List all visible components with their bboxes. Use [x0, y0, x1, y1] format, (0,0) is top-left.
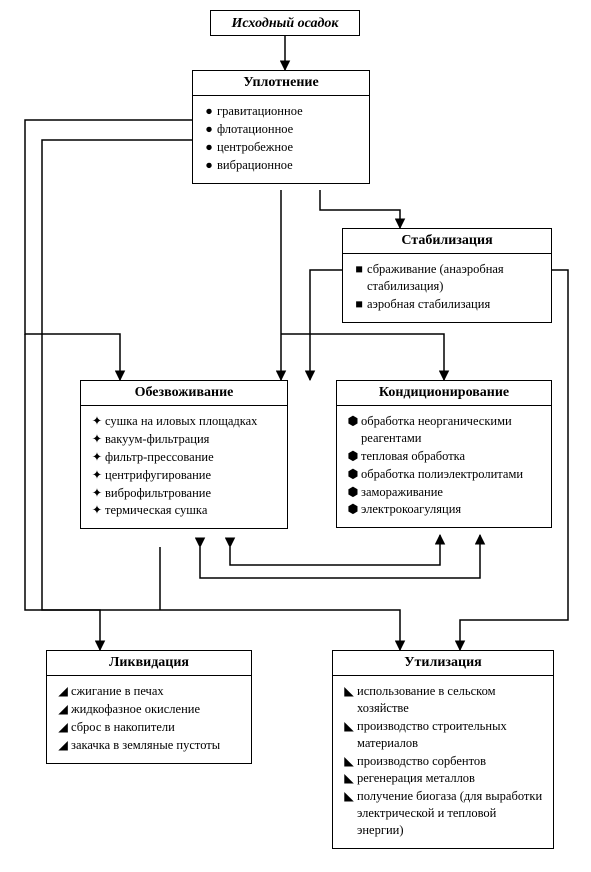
node-dewater-title: Обезвоживание — [81, 381, 287, 406]
node-dewater-item: сушка на иловых площадках — [91, 413, 277, 430]
node-liquidate-item: сброс в накопители — [57, 719, 241, 736]
node-condition-item: обработка полиэлектролитами — [347, 466, 541, 483]
node-dewater-item: центрифугирование — [91, 467, 277, 484]
node-dewater-item: термическая сушка — [91, 502, 277, 519]
node-liquidate-item: жидкофазное окисление — [57, 701, 241, 718]
node-liquidate-title: Ликвидация — [47, 651, 251, 676]
edge — [25, 120, 192, 380]
node-liquidate-items: сжигание в печахжидкофазное окислениесбр… — [47, 676, 251, 763]
edge — [230, 535, 440, 565]
node-dewater-item: виброфильтрование — [91, 485, 277, 502]
edge — [320, 190, 400, 228]
edge — [310, 270, 342, 380]
edge — [200, 535, 480, 578]
edge — [281, 334, 444, 380]
node-thicken-items: гравитационноефлотационноецентробежноеви… — [193, 96, 369, 183]
node-condition-item: обработка неорганическими реагентами — [347, 413, 541, 447]
node-stabilize: Стабилизация сбраживание (анаэробная ста… — [342, 228, 552, 323]
node-utilize-item: производство строительных материалов — [343, 718, 543, 752]
node-utilize-item: регенерация металлов — [343, 770, 543, 787]
node-utilize: Утилизация использование в сельском хозя… — [332, 650, 554, 849]
node-stabilize-item: аэробная стабилизация — [353, 296, 541, 313]
node-liquidate: Ликвидация сжигание в печахжидкофазное о… — [46, 650, 252, 764]
node-utilize-item: получение биогаза (для выработки электри… — [343, 788, 543, 839]
node-root-label: Исходный осадок — [232, 16, 339, 31]
node-thicken-title: Уплотнение — [193, 71, 369, 96]
node-liquidate-item: закачка в земляные пустоты — [57, 737, 241, 754]
node-thicken-item: флотационное — [203, 121, 359, 138]
node-dewater-items: сушка на иловых площадкахвакуум-фильтрац… — [81, 406, 287, 528]
node-root: Исходный осадок — [210, 10, 360, 36]
node-thicken-item: вибрационное — [203, 157, 359, 174]
node-dewater-item: фильтр-прессование — [91, 449, 277, 466]
node-stabilize-title: Стабилизация — [343, 229, 551, 254]
node-stabilize-item: сбраживание (анаэробная стабилизация) — [353, 261, 541, 295]
node-condition-title: Кондиционирование — [337, 381, 551, 406]
node-condition-item: электрокоагуляция — [347, 501, 541, 518]
node-condition-item: замораживание — [347, 484, 541, 501]
node-utilize-item: производство сорбентов — [343, 753, 543, 770]
node-stabilize-items: сбраживание (анаэробная стабилизация)аэр… — [343, 254, 551, 322]
node-utilize-title: Утилизация — [333, 651, 553, 676]
node-thicken-item: центробежное — [203, 139, 359, 156]
node-condition-items: обработка неорганическими реагентамитепл… — [337, 406, 551, 527]
node-condition-item: тепловая обработка — [347, 448, 541, 465]
node-thicken-item: гравитационное — [203, 103, 359, 120]
node-utilize-item: использование в сельском хозяйстве — [343, 683, 543, 717]
node-condition: Кондиционирование обработка неорганическ… — [336, 380, 552, 528]
node-utilize-items: использование в сельском хозяйствепроизв… — [333, 676, 553, 848]
node-dewater: Обезвоживание сушка на иловых площадкахв… — [80, 380, 288, 529]
node-dewater-item: вакуум-фильтрация — [91, 431, 277, 448]
node-liquidate-item: сжигание в печах — [57, 683, 241, 700]
node-thicken: Уплотнение гравитационноефлотационноецен… — [192, 70, 370, 184]
